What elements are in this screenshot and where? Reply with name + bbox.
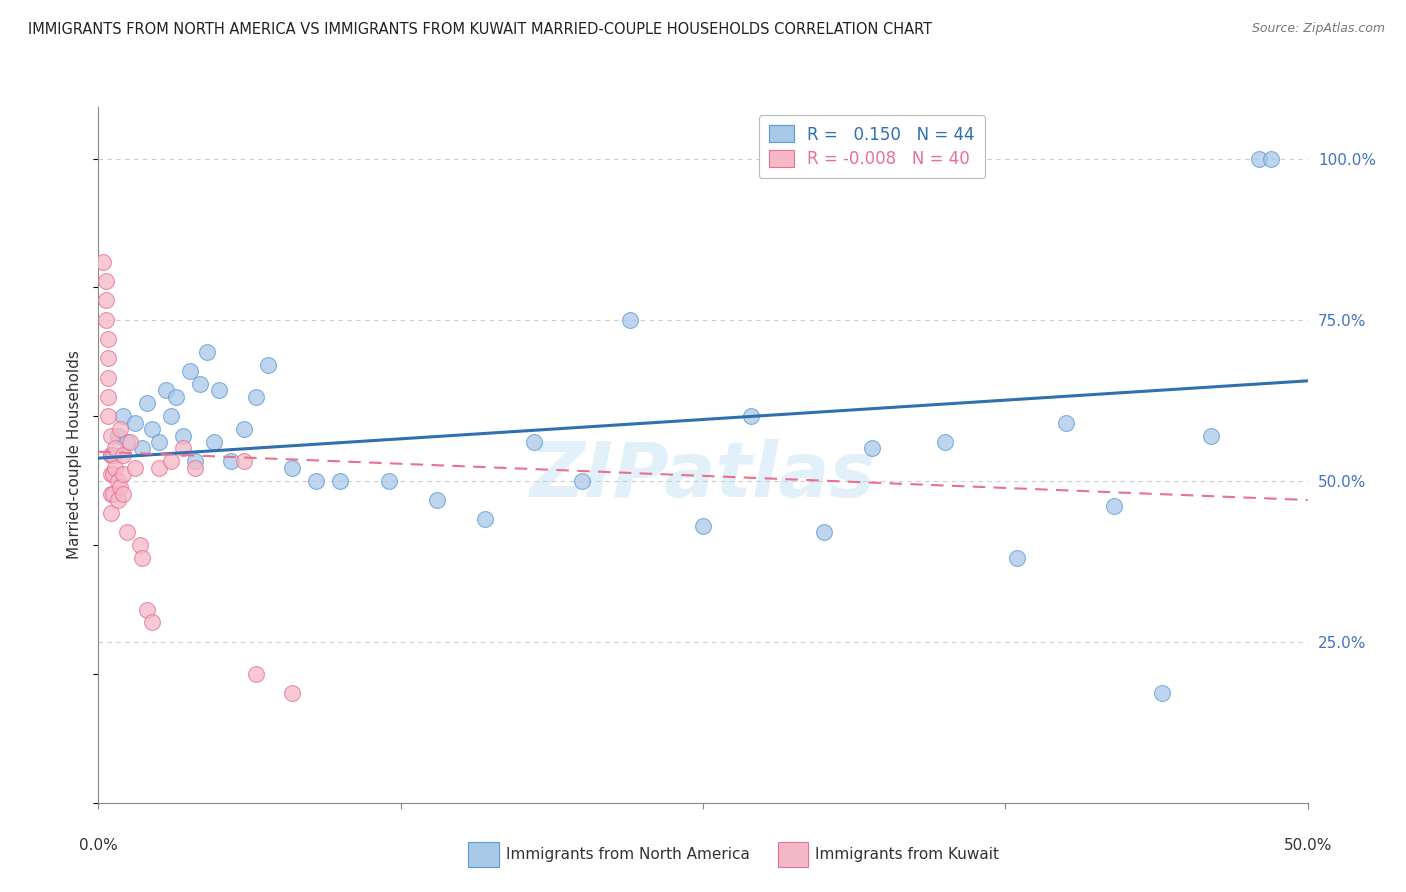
- Legend: R =   0.150   N = 44, R = -0.008   N = 40: R = 0.150 N = 44, R = -0.008 N = 40: [759, 115, 984, 178]
- Point: [245, 390, 267, 404]
- Point: [1249, 152, 1271, 166]
- Point: [124, 416, 146, 430]
- Point: [281, 686, 304, 700]
- Point: [195, 344, 218, 359]
- Point: [108, 422, 131, 436]
- Point: [141, 615, 163, 630]
- Point: [256, 358, 278, 372]
- Text: 0.0%: 0.0%: [79, 838, 118, 854]
- Point: [97, 409, 120, 424]
- Point: [100, 506, 122, 520]
- Point: [172, 442, 194, 456]
- Point: [1152, 686, 1174, 700]
- Point: [117, 435, 139, 450]
- Point: [97, 332, 120, 346]
- Point: [111, 448, 134, 462]
- Point: [94, 293, 117, 308]
- Point: [111, 467, 134, 482]
- Point: [118, 435, 141, 450]
- Point: [281, 460, 304, 475]
- Point: [107, 493, 129, 508]
- Point: [221, 454, 243, 468]
- Point: [128, 538, 150, 552]
- Point: [101, 448, 124, 462]
- Point: [97, 351, 120, 366]
- Point: [172, 428, 194, 442]
- Point: [91, 254, 114, 268]
- Point: [165, 390, 187, 404]
- Point: [813, 525, 835, 540]
- Point: [131, 551, 153, 566]
- Point: [184, 454, 207, 468]
- Point: [1199, 428, 1222, 442]
- Point: [155, 384, 177, 398]
- Point: [111, 409, 134, 424]
- Point: [101, 467, 124, 482]
- Point: [100, 448, 122, 462]
- Point: [1260, 152, 1282, 166]
- Point: [204, 435, 226, 450]
- Point: [377, 474, 399, 488]
- Point: [1007, 551, 1029, 566]
- Point: [740, 409, 762, 424]
- Text: Immigrants from Kuwait: Immigrants from Kuwait: [815, 847, 1000, 862]
- Text: Immigrants from North America: Immigrants from North America: [506, 847, 749, 862]
- Text: Source: ZipAtlas.com: Source: ZipAtlas.com: [1251, 22, 1385, 36]
- Point: [148, 435, 170, 450]
- Point: [111, 486, 134, 500]
- Point: [619, 312, 641, 326]
- Point: [160, 454, 183, 468]
- Point: [107, 474, 129, 488]
- Point: [571, 474, 593, 488]
- Point: [1102, 500, 1125, 514]
- Point: [104, 442, 127, 456]
- Point: [523, 435, 546, 450]
- Point: [329, 474, 352, 488]
- Point: [101, 486, 124, 500]
- Point: [131, 442, 153, 456]
- Point: [100, 448, 122, 462]
- Point: [104, 460, 127, 475]
- Point: [160, 409, 183, 424]
- Point: [148, 460, 170, 475]
- Point: [232, 454, 254, 468]
- Point: [474, 512, 496, 526]
- Point: [245, 667, 267, 681]
- Point: [97, 370, 120, 384]
- Point: [135, 602, 157, 616]
- Point: [141, 422, 163, 436]
- Point: [934, 435, 956, 450]
- Text: IMMIGRANTS FROM NORTH AMERICA VS IMMIGRANTS FROM KUWAIT MARRIED-COUPLE HOUSEHOLD: IMMIGRANTS FROM NORTH AMERICA VS IMMIGRA…: [28, 22, 932, 37]
- Point: [94, 312, 117, 326]
- Point: [232, 422, 254, 436]
- Point: [188, 377, 211, 392]
- Point: [107, 428, 129, 442]
- Text: 50.0%: 50.0%: [1284, 838, 1331, 854]
- Point: [692, 518, 714, 533]
- Point: [100, 486, 122, 500]
- Point: [208, 384, 231, 398]
- Point: [1054, 416, 1077, 430]
- Point: [100, 467, 122, 482]
- Point: [97, 390, 120, 404]
- Point: [305, 474, 328, 488]
- Point: [100, 428, 122, 442]
- Text: ZIPatlas: ZIPatlas: [530, 439, 876, 513]
- Point: [117, 525, 139, 540]
- Point: [135, 396, 157, 410]
- Point: [426, 493, 449, 508]
- Point: [179, 364, 201, 378]
- Point: [184, 460, 207, 475]
- Y-axis label: Married-couple Households: Married-couple Households: [67, 351, 83, 559]
- Point: [860, 442, 883, 456]
- Point: [94, 274, 117, 288]
- Point: [108, 480, 131, 494]
- Point: [124, 460, 146, 475]
